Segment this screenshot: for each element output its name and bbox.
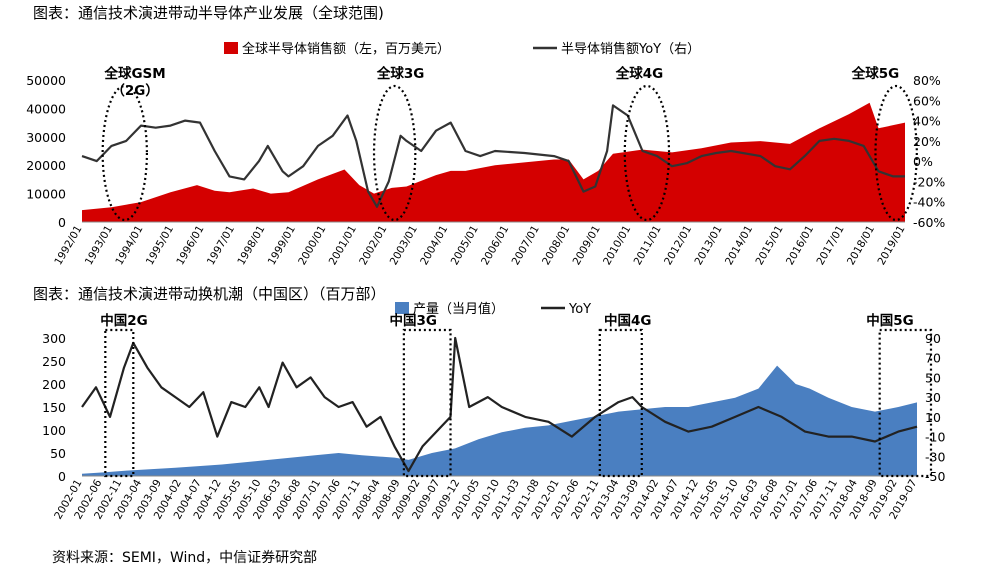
chart1-yright-tick: -60% — [913, 215, 945, 230]
chart1-annotation-ellipse — [101, 84, 148, 222]
chart1-yleft-tick: 50000 — [26, 73, 66, 88]
chart2-yleft-tick: 250 — [42, 354, 66, 369]
chart2-annotation-label: 中国3G — [389, 312, 436, 329]
chart1-annotation-sublabel: （2G） — [111, 83, 158, 99]
chart1-yleft-tick: 10000 — [26, 187, 66, 202]
chart2-legend-label: YoY — [568, 302, 591, 317]
chart1-annotation-ellipse — [372, 84, 417, 222]
chart1-x-tick: 2018/01 — [845, 224, 877, 268]
chart1-x-tick: 2006/01 — [479, 223, 511, 267]
chart2-annotation-label: 中国2G — [100, 312, 147, 329]
chart2-annotation-label: 中国4G — [604, 312, 651, 329]
chart1-yleft-tick: 40000 — [26, 101, 66, 116]
chart2-yleft-tick: 200 — [42, 377, 66, 392]
chart1-x-tick: 1993/01 — [83, 224, 115, 268]
chart2-yright-tick: 70 — [925, 351, 941, 366]
chart2-yleft-tick: 300 — [42, 331, 66, 346]
chart1-x-tick: 2002/01 — [357, 224, 389, 268]
chart2-yleft-tick: 100 — [42, 423, 66, 438]
chart1-x-tick: 2013/01 — [693, 224, 725, 268]
chart2-yleft-tick: 150 — [42, 400, 66, 415]
chart1-yright-tick: -40% — [913, 195, 945, 210]
chart2-yright-tick: 10 — [925, 410, 941, 425]
chart1-yright-tick: -20% — [913, 174, 945, 189]
chart1-yleft-tick: 0 — [58, 215, 66, 230]
chart1-annotation-label: 全球5G — [851, 65, 899, 82]
chart1-legend-swatch — [224, 42, 238, 54]
chart1-x-tick: 2011/01 — [632, 224, 664, 268]
chart1-x-tick: 1998/01 — [235, 224, 267, 268]
chart1-x-tick: 1994/01 — [113, 224, 145, 268]
chart1-legend-label: 全球半导体销售额（左，百万美元） — [242, 41, 450, 57]
chart1-x-tick: 2000/01 — [296, 224, 328, 268]
chart2-area-series — [82, 365, 917, 476]
chart1-x-tick: 2017/01 — [814, 224, 846, 268]
chart2-yleft-tick: 50 — [50, 446, 66, 461]
chart1-x-tick: 2019/01 — [875, 224, 907, 268]
chart2-annotation-box — [878, 328, 933, 478]
chart2-annotation-box — [104, 328, 135, 478]
chart2-annotation-box — [598, 328, 643, 478]
chart1-title: 图表：通信技术演进带动半导体产业发展（全球范围) — [33, 4, 384, 22]
chart1-area-series — [82, 102, 905, 222]
chart2-yright-tick: -30 — [925, 449, 945, 464]
chart2-legend-label: 产量（当月值） — [413, 301, 504, 317]
chart1-x-tick: 2008/01 — [540, 224, 572, 268]
chart1-annotation-ellipse — [874, 84, 918, 222]
chart1-yleft-tick: 30000 — [26, 130, 66, 145]
chart1-x-tick: 2001/01 — [327, 224, 359, 268]
chart1-x-tick: 2016/01 — [784, 224, 816, 268]
chart1-x-tick: 2014/01 — [723, 224, 755, 268]
chart1-x-tick: 2012/01 — [662, 224, 694, 268]
chart1-annotation-label: 全球4G — [615, 65, 663, 82]
chart1-x-tick: 2010/01 — [601, 224, 633, 268]
chart1-annotation-label: 全球GSM — [103, 65, 165, 82]
chart1-annotation-ellipse — [623, 84, 671, 222]
chart1-x-tick: 2015/01 — [753, 224, 785, 268]
chart1-yright-tick: 0% — [913, 154, 933, 169]
chart2-yright-tick: -50 — [925, 469, 945, 484]
chart2-legend-swatch — [395, 302, 409, 314]
chart2-annotation-box — [402, 328, 452, 478]
chart1-x-tick: 1995/01 — [144, 224, 176, 268]
chart2-yleft-tick: 0 — [58, 469, 66, 484]
chart1-x-tick: 2005/01 — [449, 224, 481, 268]
chart1-x-tick: 2003/01 — [388, 224, 420, 268]
chart1-yright-tick: 80% — [913, 73, 941, 88]
chart1-yright-tick: 40% — [913, 114, 941, 129]
chart2-yright-tick: 90 — [925, 331, 941, 346]
chart2-title: 图表：通信技术演进带动换机潮（中国区）（百万部） — [33, 285, 386, 303]
source-note: 资料来源：SEMI，Wind，中信证券研究部 — [52, 550, 318, 566]
chart2-yright-tick: 50 — [925, 370, 941, 385]
chart1-yoy-line — [81, 104, 905, 208]
chart1-annotation-label: 全球3G — [376, 65, 424, 82]
chart2-yright-tick: -10 — [925, 430, 945, 445]
chart2-yright-tick: 30 — [925, 390, 941, 405]
chart1-x-tick: 2009/01 — [571, 224, 603, 268]
chart1-x-tick: 2007/01 — [510, 224, 542, 268]
chart1-yright-tick: 60% — [913, 93, 941, 108]
chart1-x-tick: 1997/01 — [205, 224, 237, 268]
chart1-x-tick: 1999/01 — [266, 224, 298, 268]
chart2-annotation-label: 中国5G — [866, 312, 913, 329]
chart1-yleft-tick: 20000 — [26, 158, 66, 173]
chart1-yright-tick: 20% — [913, 134, 941, 149]
chart1-legend-label: 半导体销售额YoY（右） — [561, 41, 700, 57]
chart1-x-tick: 2004/01 — [418, 224, 450, 268]
chart1-x-tick: 1992/01 — [52, 224, 84, 268]
chart1-x-tick: 1996/01 — [174, 224, 206, 268]
chart2-yoy-line — [81, 336, 918, 473]
